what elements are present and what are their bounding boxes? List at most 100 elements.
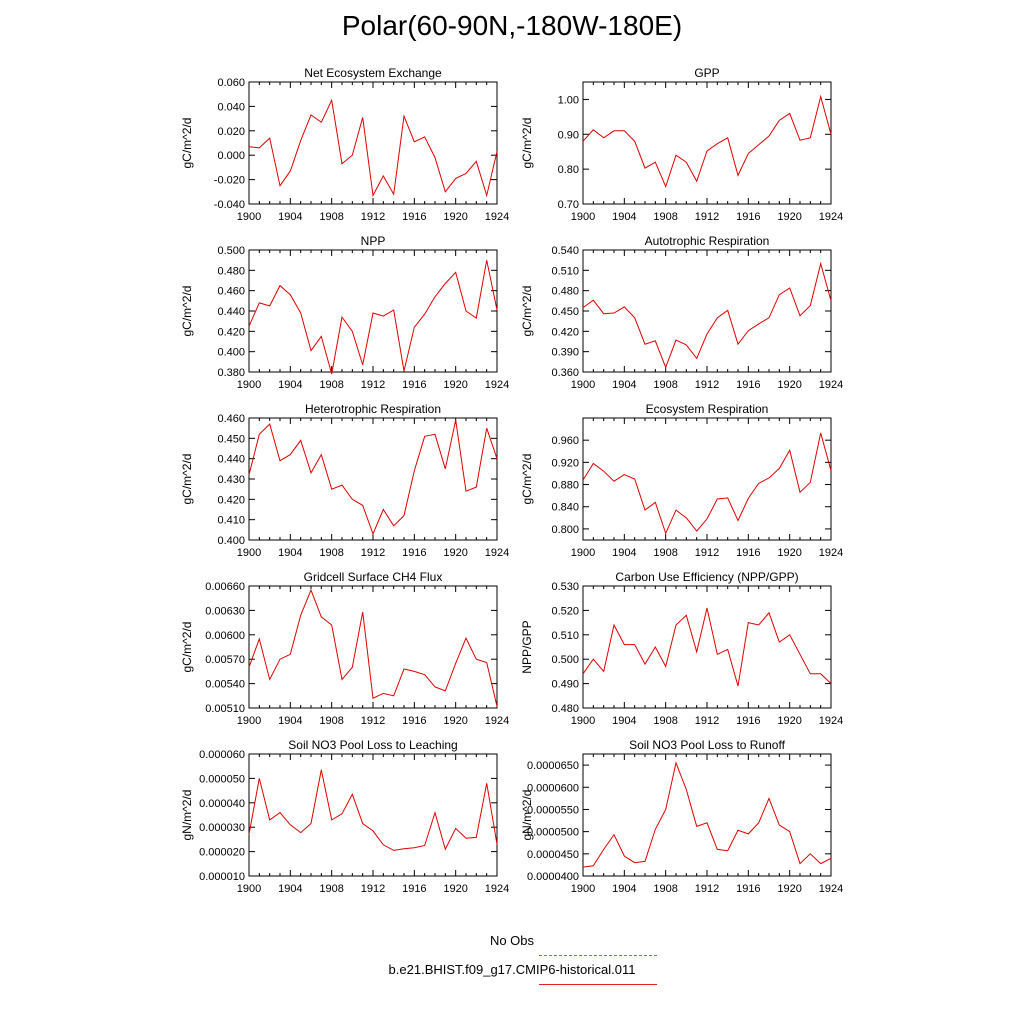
x-tick-label: 1904 <box>278 379 302 391</box>
x-tick-label: 1900 <box>237 211 261 223</box>
plot-frame <box>582 417 832 541</box>
plot-frame <box>582 585 832 709</box>
x-tick-label: 1904 <box>612 883 636 895</box>
y-tick-label: 1.00 <box>558 94 579 106</box>
x-tick-label: 1920 <box>443 715 467 727</box>
x-tick-label: 1920 <box>777 883 801 895</box>
x-tick-label: 1900 <box>237 547 261 559</box>
x-tick-label: 1900 <box>237 715 261 727</box>
x-tick-label: 1912 <box>695 379 719 391</box>
x-tick-label: 1920 <box>443 379 467 391</box>
x-tick-label: 1900 <box>571 715 595 727</box>
x-tick-label: 1924 <box>819 883 843 895</box>
x-tick-label: 1920 <box>443 883 467 895</box>
x-tick-label: 1912 <box>361 211 385 223</box>
x-tick-label: 1920 <box>443 211 467 223</box>
chart-title: NPP <box>361 234 386 248</box>
y-tick-label: 0.000060 <box>199 749 245 761</box>
x-tick-label: 1924 <box>819 211 843 223</box>
legend-label: No Obs <box>489 933 535 948</box>
chart-panel: Soil NO3 Pool Loss to Runoff 1900 1904 1908… <box>520 738 843 895</box>
x-tick-label: 1920 <box>443 547 467 559</box>
x-tick-label: 1920 <box>777 211 801 223</box>
y-axis-label: gC/m^2/d <box>520 118 534 169</box>
y-tick-label: 0.00540 <box>205 679 245 691</box>
y-tick-label: 0.510 <box>551 630 579 642</box>
x-tick-label: 1916 <box>402 211 426 223</box>
y-tick-label: 0.480 <box>217 265 245 277</box>
y-tick-label: 0.000030 <box>199 822 245 834</box>
y-axis-label: NPP/GPP <box>520 620 534 673</box>
y-tick-label: 0.410 <box>217 515 245 527</box>
plot-frame <box>248 249 498 373</box>
x-tick-label: 1916 <box>736 883 760 895</box>
x-tick-label: 1912 <box>695 211 719 223</box>
y-tick-label: 0.490 <box>551 679 579 691</box>
x-tick-label: 1900 <box>237 883 261 895</box>
series-line <box>582 761 832 868</box>
y-tick-label: 0.000 <box>217 150 245 162</box>
y-tick-label: 0.0000500 <box>527 827 579 839</box>
plot-frame <box>582 81 832 205</box>
x-tick-label: 1908 <box>319 379 343 391</box>
x-tick-label: 1916 <box>736 715 760 727</box>
y-tick-label: 0.020 <box>217 126 245 138</box>
x-tick-label: 1904 <box>612 379 636 391</box>
y-tick-label: 0.450 <box>217 433 245 445</box>
x-tick-label: 1904 <box>612 547 636 559</box>
x-tick-label: 1924 <box>485 211 509 223</box>
y-tick-label: 0.840 <box>551 502 579 514</box>
x-tick-label: 1912 <box>361 547 385 559</box>
main-title: Polar(60-90N,-180W-180E) <box>341 10 683 41</box>
y-axis-label: gC/m^2/d <box>520 454 534 505</box>
x-tick-label: 1912 <box>695 883 719 895</box>
x-tick-label: 1924 <box>485 547 509 559</box>
y-tick-label: 0.400 <box>217 535 245 547</box>
x-tick-label: 1920 <box>777 547 801 559</box>
chart-panel: Autotrophic Respiration 1900 1904 1908 1912 1… <box>520 234 843 391</box>
y-tick-label: 0.00660 <box>205 581 245 593</box>
series-line <box>582 607 832 687</box>
y-tick-label: 0.540 <box>551 245 579 257</box>
y-tick-label: -0.020 <box>214 175 245 187</box>
x-tick-label: 1900 <box>237 379 261 391</box>
y-tick-label: 0.480 <box>551 286 579 298</box>
y-tick-label: 0.0000600 <box>527 782 579 794</box>
x-tick-label: 1900 <box>571 547 595 559</box>
chart-title: Autotrophic Respiration <box>645 234 770 248</box>
y-tick-label: 0.920 <box>551 457 579 469</box>
y-tick-label: 0.0000650 <box>527 760 579 772</box>
x-tick-label: 1920 <box>777 715 801 727</box>
y-tick-label: 0.90 <box>558 129 579 141</box>
legend-label: b.e21.BHIST.f09_g17.CMIP6-historical.011 <box>388 962 636 977</box>
y-tick-label: 0.000040 <box>199 798 245 810</box>
y-tick-label: 0.00570 <box>205 654 245 666</box>
y-axis-label: gC/m^2/d <box>180 286 194 337</box>
chart-title: Ecosystem Respiration <box>646 402 769 416</box>
plot-frame <box>582 753 832 877</box>
y-tick-label: 0.390 <box>551 347 579 359</box>
y-tick-label: 0.0000400 <box>527 871 579 883</box>
x-tick-label: 1908 <box>319 715 343 727</box>
chart-panel: Net Ecosystem Exchange 1900 1904 1908 1912 19… <box>180 66 509 223</box>
series-line <box>582 94 832 189</box>
x-tick-label: 1904 <box>612 211 636 223</box>
x-tick-label: 1904 <box>278 211 302 223</box>
y-tick-label: 0.00630 <box>205 605 245 617</box>
y-tick-label: 0.70 <box>558 199 579 211</box>
y-tick-label: 0.450 <box>551 306 579 318</box>
plot-frame <box>248 81 498 205</box>
x-tick-label: 1904 <box>278 547 302 559</box>
y-tick-label: 0.430 <box>217 474 245 486</box>
x-tick-label: 1908 <box>653 379 677 391</box>
chart-title: Soil NO3 Pool Loss to Runoff <box>629 738 786 752</box>
y-tick-label: 0.520 <box>551 605 579 617</box>
x-tick-label: 1924 <box>485 883 509 895</box>
y-tick-label: 0.0000450 <box>527 849 579 861</box>
y-tick-label: -0.040 <box>214 199 245 211</box>
series-line <box>248 588 498 707</box>
chart-title: Heterotrophic Respiration <box>305 402 441 416</box>
x-tick-label: 1900 <box>571 379 595 391</box>
x-tick-label: 1916 <box>402 547 426 559</box>
